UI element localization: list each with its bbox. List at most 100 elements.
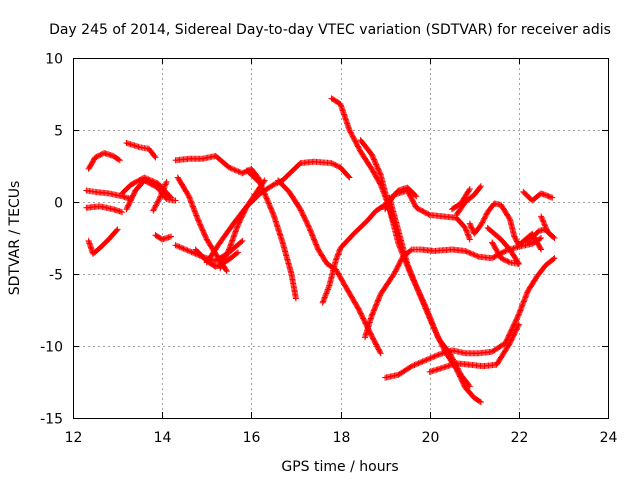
data-point [466,383,473,390]
data-point [172,197,179,204]
data-point [474,253,481,260]
data-point [375,296,382,303]
data-point [420,301,427,308]
data-point [155,197,162,204]
data-point [377,170,384,177]
data-point [506,215,513,222]
data-point [239,237,246,244]
data-point [312,238,319,245]
data-point [413,283,420,290]
y-tick-label: 10 [45,52,63,68]
data-point [231,166,238,173]
data-point [168,233,175,240]
data-point [407,363,414,370]
data-point [158,192,165,199]
data-point [373,300,380,307]
data-point [421,302,428,309]
data-point [432,328,439,335]
data-point [195,217,202,224]
data-point [376,293,383,300]
data-point [181,246,188,253]
data-point [271,181,278,188]
data-point [352,139,359,146]
data-point [183,246,190,253]
x-tick-label: 20 [422,430,440,446]
data-point [538,235,545,241]
series-s26 [453,183,484,218]
data-point [260,189,267,196]
data-point [416,359,423,366]
data-point [353,140,360,147]
data-point [223,266,230,273]
data-point [306,226,313,233]
data-point [514,313,521,320]
data-point [427,316,434,323]
data-point [150,206,157,213]
data-point [346,127,353,133]
data-point [418,359,425,366]
series-s24 [466,200,545,253]
data-point [480,216,487,223]
data-point [538,214,545,221]
data-point [428,320,435,327]
data-point [262,192,269,199]
data-point [156,195,163,202]
data-point [542,222,549,229]
data-point [434,352,441,359]
data-point [431,353,438,360]
data-point [513,316,520,323]
data-point [94,153,101,160]
data-point [477,184,484,191]
data-point [177,244,184,251]
data-point [373,162,380,169]
data-point [239,170,246,177]
x-tick-label: 22 [511,430,529,446]
data-point [404,260,411,267]
data-point [352,138,359,145]
data-point [540,218,547,225]
x-axis-label: GPS time / hours [281,459,398,475]
data-point [311,237,318,244]
data-point [410,274,417,281]
data-point [311,236,318,243]
series-s25 [448,186,473,213]
data-point [409,273,416,280]
data-point [223,268,230,275]
data-point [466,249,473,256]
data-point [173,242,180,249]
data-point [309,233,316,240]
data-point [259,185,266,192]
data-point [377,350,384,357]
data-point [324,287,331,294]
data-point [479,219,486,226]
data-point [185,247,192,254]
data-point [407,269,414,276]
data-point [434,332,441,339]
data-point [200,228,207,235]
data-point [179,245,186,252]
data-point [424,310,431,317]
data-point [425,211,432,218]
data-point [512,317,519,324]
data-point [269,209,276,216]
data-point [226,164,233,171]
data-point [515,312,522,319]
data-point [195,218,202,225]
data-point [412,361,419,368]
data-point [371,157,378,164]
data-point [549,233,556,240]
data-point [426,355,433,362]
data-point [373,161,380,168]
data-point [501,257,508,264]
data-point [234,167,241,174]
data-point [428,354,435,361]
data-point [540,220,547,226]
data-point [515,321,522,328]
data-point [235,168,242,175]
data-point [114,226,121,233]
data-point [314,243,321,250]
data-point [476,398,483,405]
data-point [158,190,165,197]
data-point [200,230,207,237]
data-point [371,306,378,313]
